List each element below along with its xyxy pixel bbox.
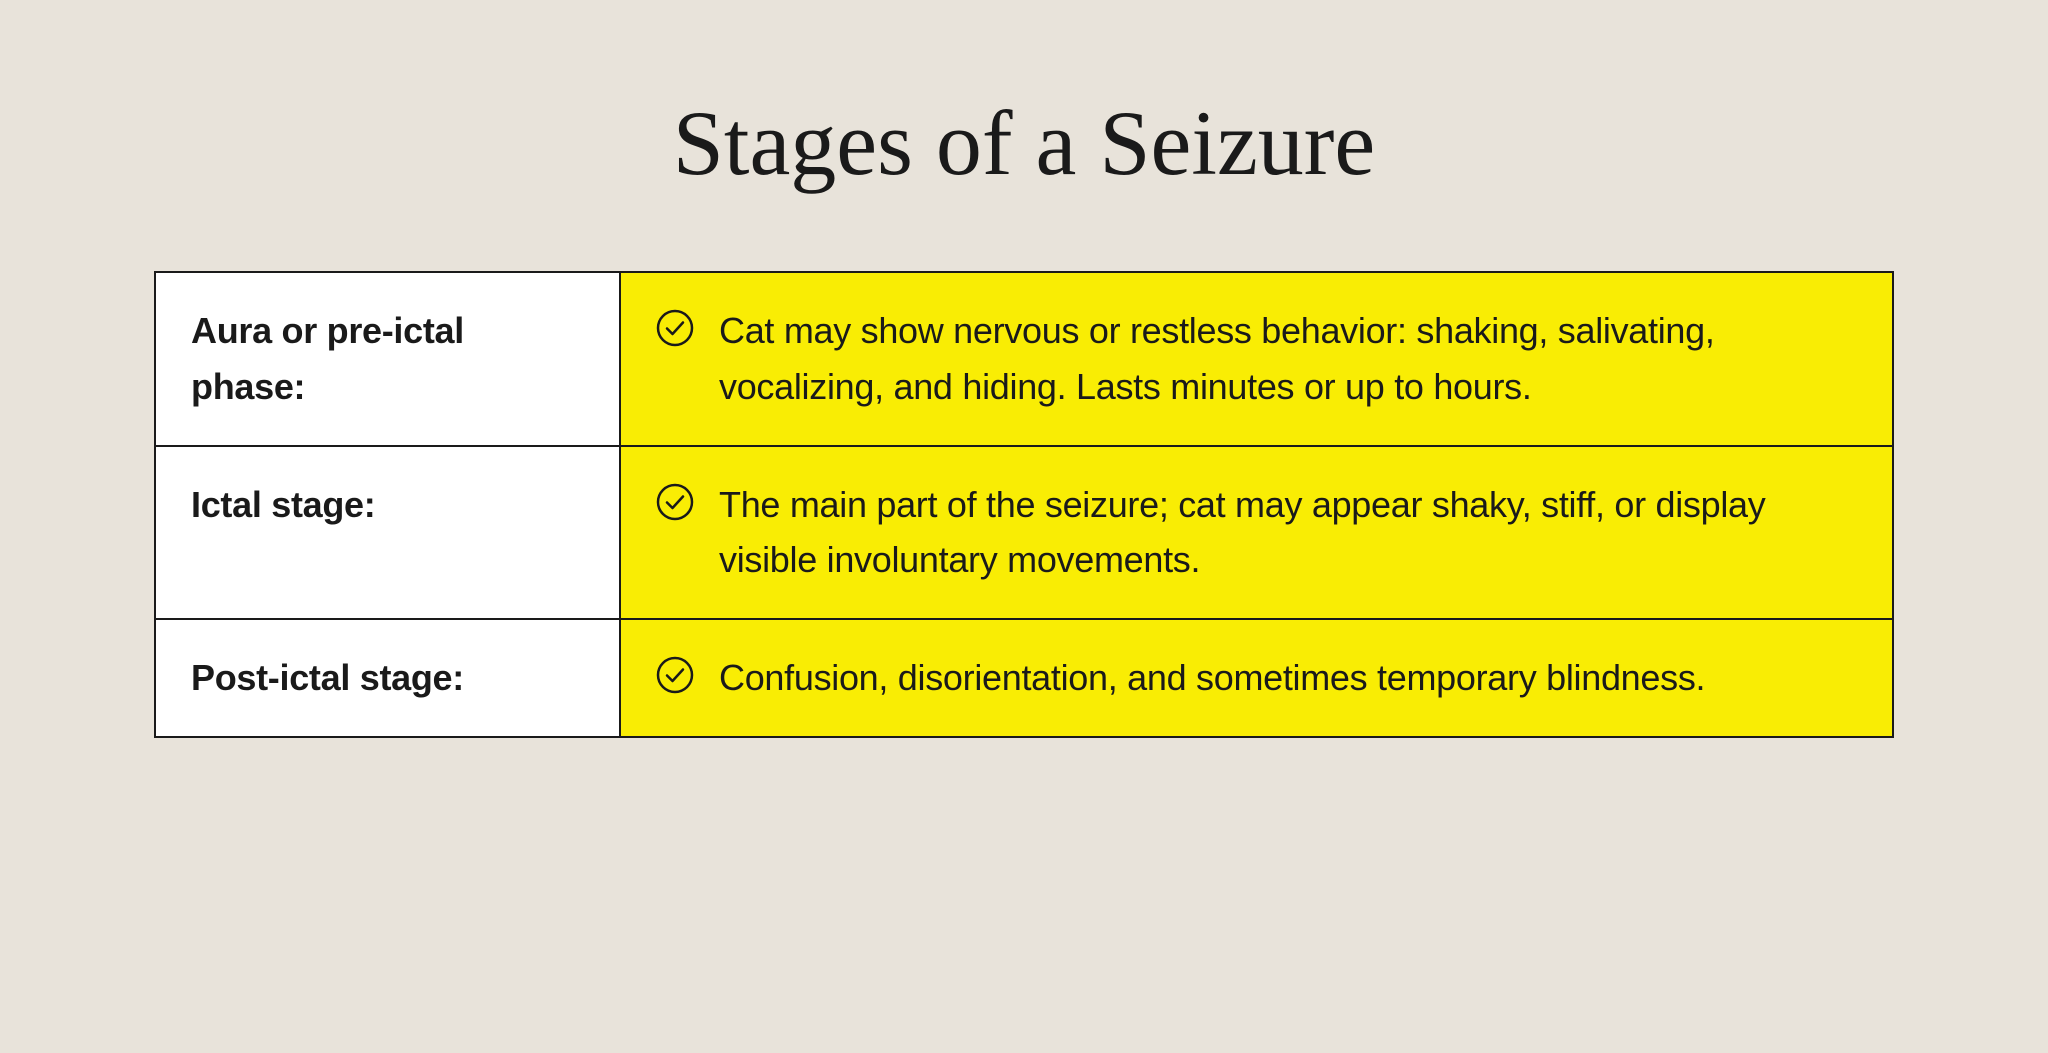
stage-description: Confusion, disorientation, and sometimes…: [719, 650, 1705, 706]
stage-description: The main part of the seizure; cat may ap…: [719, 477, 1852, 589]
stage-description-cell: Confusion, disorientation, and sometimes…: [621, 620, 1892, 736]
table-row: Aura or pre-ictal phase: Cat may show ne…: [156, 273, 1892, 447]
stage-description-cell: Cat may show nervous or restless behavio…: [621, 273, 1892, 445]
stage-label-cell: Post-ictal stage:: [156, 620, 621, 736]
check-circle-icon: [656, 483, 694, 521]
check-circle-icon: [656, 656, 694, 694]
stage-label-cell: Aura or pre-ictal phase:: [156, 273, 621, 445]
stage-label-cell: Ictal stage:: [156, 447, 621, 619]
stage-label: Ictal stage:: [191, 477, 584, 533]
table-row: Ictal stage: The main part of the seizur…: [156, 447, 1892, 621]
stage-description: Cat may show nervous or restless behavio…: [719, 303, 1852, 415]
page-title: Stages of a Seizure: [673, 90, 1376, 196]
stage-label: Post-ictal stage:: [191, 650, 584, 706]
table-row: Post-ictal stage: Confusion, disorientat…: [156, 620, 1892, 736]
stage-label: Aura or pre-ictal phase:: [191, 303, 584, 415]
stages-table: Aura or pre-ictal phase: Cat may show ne…: [154, 271, 1894, 738]
check-circle-icon: [656, 309, 694, 347]
stage-description-cell: The main part of the seizure; cat may ap…: [621, 447, 1892, 619]
